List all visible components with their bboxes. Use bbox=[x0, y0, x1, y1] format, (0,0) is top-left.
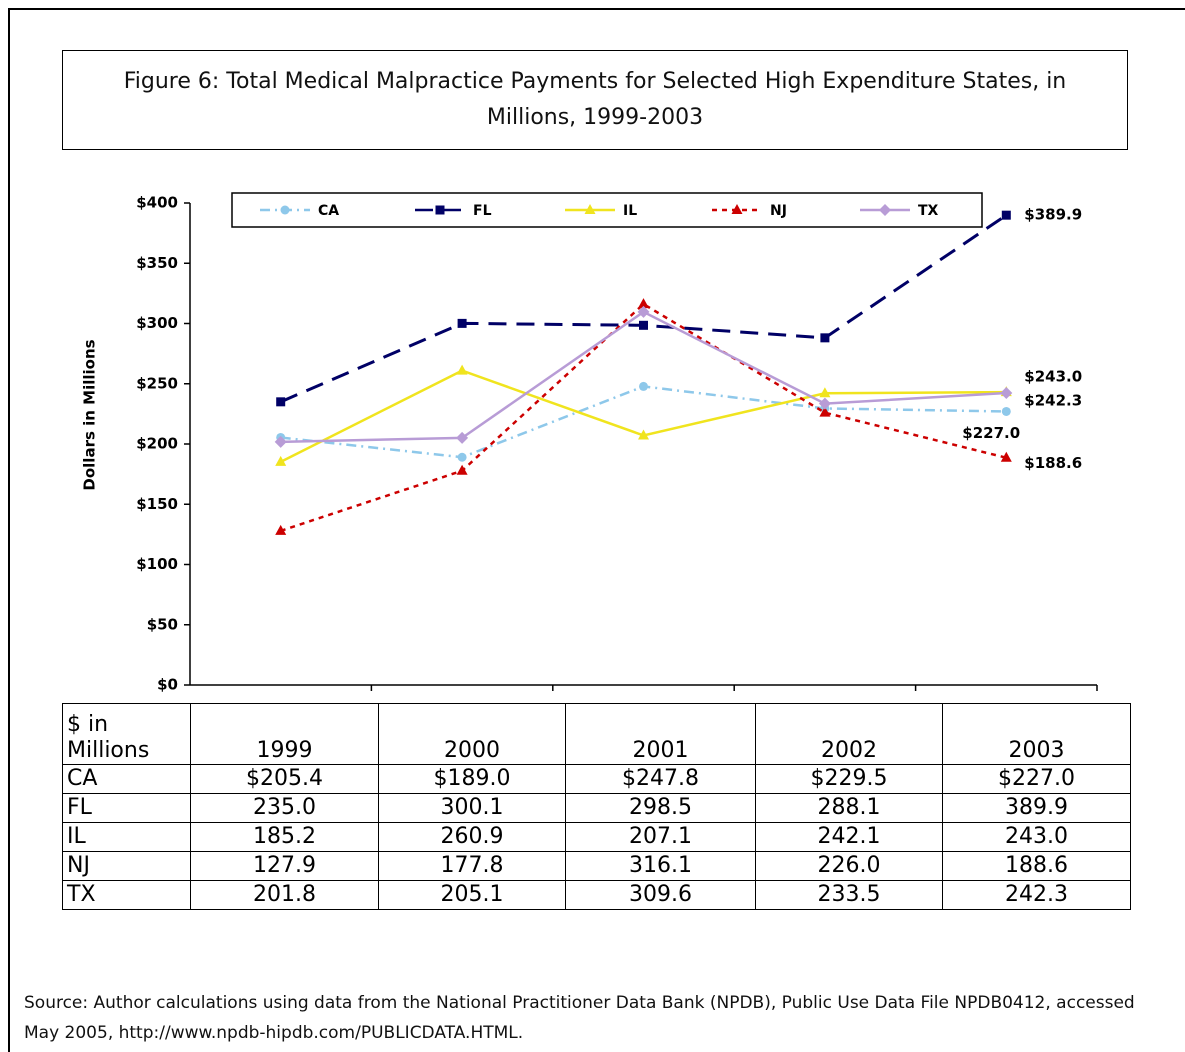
table-cell: 242.1 bbox=[755, 822, 943, 852]
legend-label: TX bbox=[918, 203, 939, 219]
table-cell: $229.5 bbox=[755, 764, 943, 794]
table-cell: $ in Millions bbox=[62, 703, 191, 765]
table-row: NJ 127.9 177.8 316.1 226.0 188.6 bbox=[62, 851, 1131, 881]
table-cell: 226.0 bbox=[755, 851, 943, 881]
table-cell: 205.1 bbox=[378, 880, 566, 910]
y-tick-label: $350 bbox=[136, 254, 178, 272]
chart: Dollars in Millions $0 $50 $100 $150 $200 $25… bbox=[81, 192, 1098, 694]
table-cell: 235.0 bbox=[190, 793, 379, 823]
legend-label: IL bbox=[623, 203, 637, 219]
marker bbox=[1000, 451, 1012, 462]
frame bbox=[8, 8, 1185, 1052]
table-cell: 316.1 bbox=[565, 851, 756, 881]
table-cell: 2000 bbox=[378, 703, 566, 765]
marker bbox=[1001, 406, 1011, 416]
table-cell: 2001 bbox=[565, 703, 756, 765]
table-cell: 260.9 bbox=[378, 822, 566, 852]
table-cell: 1999 bbox=[190, 703, 379, 765]
marker bbox=[276, 397, 286, 407]
y-tick-label: $0 bbox=[157, 676, 178, 694]
marker bbox=[879, 204, 891, 216]
marker bbox=[275, 455, 287, 466]
marker bbox=[731, 204, 743, 214]
marker bbox=[639, 381, 648, 391]
line bbox=[280, 310, 1007, 444]
table-cell: $227.0 bbox=[942, 764, 1131, 794]
data-label: $389.9 bbox=[1024, 206, 1082, 224]
y-tick-label: $150 bbox=[136, 495, 178, 513]
line bbox=[280, 385, 1007, 459]
marker bbox=[638, 298, 649, 309]
table-cell: 389.9 bbox=[942, 793, 1131, 823]
marker bbox=[456, 431, 469, 444]
table-cell: 2002 bbox=[755, 703, 943, 765]
y-tick-label: $250 bbox=[136, 374, 178, 392]
table-cell: $247.8 bbox=[565, 764, 756, 794]
marker bbox=[818, 397, 831, 410]
marker bbox=[1001, 210, 1011, 220]
y-tick-label: $400 bbox=[136, 194, 178, 212]
table-row: CA $205.4 $189.0 $247.8 $229.5 $227.0 bbox=[62, 764, 1131, 794]
marker bbox=[820, 333, 830, 343]
marker bbox=[274, 435, 287, 448]
marker bbox=[819, 406, 831, 417]
title-box: Figure 6: Total Medical Malpractice Paym… bbox=[62, 50, 1128, 150]
table-cell: NJ bbox=[62, 851, 191, 881]
table-row: FL 235.0 300.1 298.5 288.1 389.9 bbox=[62, 793, 1131, 823]
marker bbox=[457, 452, 467, 462]
marker bbox=[435, 205, 445, 215]
data-label: $242.3 bbox=[1024, 392, 1082, 410]
y-tick-label: $100 bbox=[136, 555, 178, 573]
y-tick-label: $300 bbox=[136, 314, 178, 332]
table-cell: $189.0 bbox=[378, 764, 566, 794]
table-cell: 2003 bbox=[942, 703, 1131, 765]
marker bbox=[584, 204, 596, 214]
table-cell: 242.3 bbox=[942, 880, 1131, 910]
table-cell: 298.5 bbox=[565, 793, 756, 823]
line bbox=[280, 302, 1007, 533]
table-cell: FL bbox=[62, 793, 191, 823]
data-label: $243.0 bbox=[1024, 368, 1082, 386]
data-table: $ in Millions 1999 2000 2001 2002 2003 CA $205.… bbox=[62, 703, 1131, 910]
y-tick-label: $200 bbox=[136, 435, 178, 453]
table-cell: 309.6 bbox=[565, 880, 756, 910]
table-cell: 127.9 bbox=[190, 851, 379, 881]
marker bbox=[637, 305, 650, 318]
table-cell: $205.4 bbox=[190, 764, 379, 794]
table-cell: 188.6 bbox=[942, 851, 1131, 881]
table-cell: CA bbox=[62, 764, 191, 794]
data-label: $227.0 bbox=[962, 424, 1020, 442]
table-row: $ in Millions 1999 2000 2001 2002 2003 bbox=[62, 703, 1131, 765]
table-cell: 177.8 bbox=[378, 851, 566, 881]
marker bbox=[275, 524, 287, 535]
table-cell: TX bbox=[62, 880, 191, 910]
legend-label: NJ bbox=[770, 203, 787, 219]
table-cell: 300.1 bbox=[378, 793, 566, 823]
marker bbox=[638, 429, 649, 440]
table-cell: 233.5 bbox=[755, 880, 943, 910]
table-cell: 207.1 bbox=[565, 822, 756, 852]
table-cell: IL bbox=[62, 822, 191, 852]
marker bbox=[456, 464, 468, 475]
marker bbox=[819, 387, 831, 398]
source-note: Source: Author calculations using data f… bbox=[24, 993, 1135, 1043]
table-cell: 185.2 bbox=[190, 822, 379, 852]
table-cell: 288.1 bbox=[755, 793, 943, 823]
y-tick-label: $50 bbox=[147, 615, 178, 633]
table-row: TX 201.8 205.1 309.6 233.5 242.3 bbox=[62, 880, 1131, 910]
marker bbox=[1000, 387, 1013, 400]
marker bbox=[456, 364, 468, 375]
marker bbox=[457, 318, 467, 328]
legend-label: FL bbox=[473, 203, 492, 219]
chart-title: Figure 6: Total Medical Malpractice Paym… bbox=[123, 69, 1067, 130]
marker bbox=[280, 205, 290, 215]
marker bbox=[639, 320, 648, 330]
legend-label: CA bbox=[318, 203, 339, 219]
table-cell: 243.0 bbox=[942, 822, 1131, 852]
y-axis-label: Dollars in Millions bbox=[81, 339, 99, 490]
data-label: $188.6 bbox=[1024, 454, 1082, 472]
table-cell: 201.8 bbox=[190, 880, 379, 910]
table-row: IL 185.2 260.9 207.1 242.1 243.0 bbox=[62, 822, 1131, 852]
